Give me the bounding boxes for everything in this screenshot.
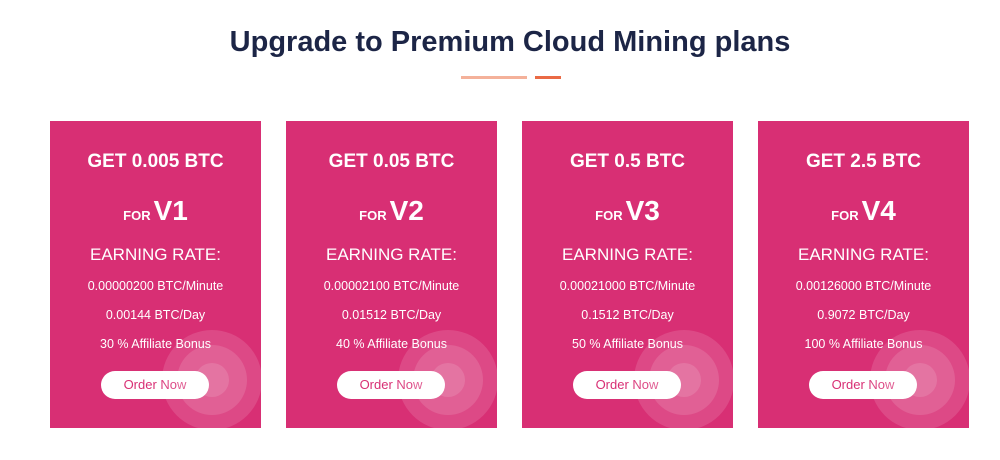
affiliate-bonus: 30 % Affiliate Bonus [100,337,211,351]
earning-rate-label: EARNING RATE: [90,245,221,264]
plan-card-v3: GET 0.5 BTC FOR V3 EARNING RATE: 0.000210… [522,121,733,428]
plan-card-v4: GET 2.5 BTC FOR V4 EARNING RATE: 0.001260… [758,121,969,428]
order-now-button[interactable]: Order Now [337,371,445,399]
for-label: FOR [123,208,151,223]
plan-amount: GET 0.005 BTC [87,151,224,172]
order-now-button[interactable]: Order Now [101,371,209,399]
rate-per-minute: 0.00000200 BTC/Minute [87,279,224,293]
rate-per-minute: 0.00002100 BTC/Minute [323,279,460,293]
earning-rate-label: EARNING RATE: [326,245,457,264]
plan-amount: GET 0.05 BTC [328,151,455,172]
plan-card-v1: GET 0.005 BTC FOR V1 EARNING RATE: 0.0000… [50,121,261,428]
rate-per-day: 0.01512 BTC/Day [341,308,442,322]
title-underline-accent [535,76,561,79]
page-title: Upgrade to Premium Cloud Mining plans [229,26,791,58]
order-now-button[interactable]: Order Now [573,371,681,399]
plan-version: FOR V2 [286,195,497,227]
version-label: V2 [389,195,424,226]
rate-per-day: 0.00144 BTC/Day [105,308,206,322]
affiliate-bonus: 100 % Affiliate Bonus [804,337,923,351]
affiliate-bonus: 40 % Affiliate Bonus [336,337,447,351]
rate-per-day: 0.1512 BTC/Day [581,308,674,322]
rate-per-minute: 0.00021000 BTC/Minute [559,279,696,293]
plan-version: FOR V1 [50,195,261,227]
rate-per-day: 0.9072 BTC/Day [817,308,910,322]
for-label: FOR [595,208,623,223]
version-label: V1 [153,195,188,226]
plan-version: FOR V3 [522,195,733,227]
affiliate-bonus: 50 % Affiliate Bonus [572,337,683,351]
plan-card-v2: GET 0.05 BTC FOR V2 EARNING RATE: 0.00002… [286,121,497,428]
rate-per-minute: 0.00126000 BTC/Minute [795,279,932,293]
earning-rate-label: EARNING RATE: [798,245,929,264]
earning-rate-label: EARNING RATE: [562,245,693,264]
plan-amount: GET 2.5 BTC [805,151,922,172]
title-underline [461,76,527,79]
plan-version: FOR V4 [758,195,969,227]
for-label: FOR [359,208,387,223]
order-now-button[interactable]: Order Now [809,371,917,399]
plan-amount: GET 0.5 BTC [569,151,686,172]
for-label: FOR [831,208,859,223]
version-label: V4 [861,195,896,226]
version-label: V3 [625,195,660,226]
